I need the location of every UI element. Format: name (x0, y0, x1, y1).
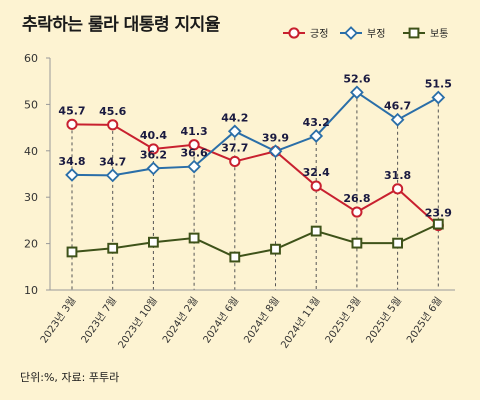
x-tick-label-8: 2025년 5월 (364, 295, 404, 346)
x-tick-label-1: 2023년 7월 (79, 295, 119, 346)
point-긍정-8 (392, 183, 404, 195)
data-label-긍정-7: 26.8 (343, 192, 370, 205)
data-label-긍정-5: 39.9 (262, 131, 289, 144)
data-label-긍정-4: 37.7 (221, 141, 248, 154)
point-긍정-2 (147, 143, 159, 155)
legend-marker-긍정 (288, 27, 300, 39)
x-tick-label-5: 2024년 8월 (242, 295, 282, 346)
series-group (65, 85, 446, 263)
data-label-부정-4: 44.2 (221, 111, 248, 124)
point-보통-1 (107, 242, 119, 254)
y-tick-label-30: 30 (24, 191, 38, 204)
data-label-부정-1: 34.7 (99, 155, 126, 168)
legend-marker-보통 (408, 27, 420, 39)
data-labels: 45.7 34.8 45.6 34.7 40.4 36.2 41.3 36.6 37.7 44.2… (58, 72, 451, 219)
legend: 긍정 부정 보통 (283, 26, 448, 40)
y-axis: 10 20 30 40 50 60 (24, 52, 51, 297)
series-line-긍정 (71, 123, 439, 227)
data-label-긍정-3: 41.3 (181, 125, 208, 138)
x-tick-label-3: 2024년 2월 (160, 295, 200, 346)
data-label-긍정-8: 31.8 (384, 169, 411, 182)
point-부정-5 (268, 144, 283, 159)
data-label-긍정-6: 32.4 (303, 166, 330, 179)
data-label-부정-2: 36.2 (140, 148, 167, 161)
point-긍정-0 (66, 118, 78, 130)
y-tick-label-10: 10 (24, 284, 38, 297)
data-label-부정-7: 52.6 (343, 72, 370, 85)
x-tick-label-6: 2024년 11월 (279, 295, 323, 351)
point-보통-2 (148, 236, 159, 248)
point-긍정-6 (310, 180, 322, 192)
point-부정-4 (227, 124, 242, 139)
point-보통-9 (432, 218, 444, 230)
point-부정-0 (65, 168, 79, 182)
point-긍정-3 (188, 139, 200, 151)
point-긍정-1 (107, 119, 119, 131)
source-note: 단위:%, 자료: 푸투라 (20, 371, 120, 384)
y-tick-label-20: 20 (24, 238, 38, 251)
legend-label-부정: 부정 (367, 28, 385, 40)
x-tick-label-7: 2025년 3월 (323, 295, 363, 346)
data-label-부정-3: 36.6 (181, 147, 208, 160)
legend-label-보통: 보통 (430, 28, 448, 40)
data-label-부정-6: 43.2 (303, 116, 330, 129)
series-line-부정 (71, 91, 439, 177)
data-label-긍정-9: 23.9 (425, 207, 452, 220)
legend-marker-부정 (344, 26, 358, 40)
y-tick-label-40: 40 (24, 145, 38, 158)
point-보통-8 (392, 237, 404, 249)
point-부정-1 (105, 168, 120, 183)
point-보통-3 (188, 232, 200, 244)
y-tick-label-50: 50 (24, 98, 38, 111)
drop-lines (71, 92, 439, 290)
x-tick-label-2: 2023년 10월 (116, 295, 160, 351)
point-보통-7 (351, 237, 363, 249)
point-보통-0 (66, 246, 78, 258)
point-부정-2 (146, 161, 161, 176)
point-보통-4 (229, 251, 241, 263)
data-label-긍정-0: 45.7 (58, 104, 85, 117)
point-보통-6 (310, 225, 322, 237)
point-부정-6 (309, 129, 324, 143)
x-tick-label-9: 2025년 6월 (404, 295, 444, 346)
point-부정-3 (187, 159, 201, 174)
x-tick-label-0: 2023년 3월 (38, 295, 78, 346)
point-부정-8 (390, 112, 405, 127)
point-긍정-7 (351, 206, 363, 218)
series-line-보통 (71, 223, 439, 259)
data-label-부정-0: 34.8 (58, 155, 85, 168)
x-tick-label-4: 2024년 6월 (201, 295, 241, 346)
data-label-부정-8: 46.7 (384, 100, 411, 113)
legend-label-긍정: 긍정 (310, 28, 328, 40)
data-label-부정-9: 51.5 (425, 77, 452, 90)
chart-title: 추락하는 룰라 대통령 지지율 (22, 15, 220, 35)
data-label-긍정-1: 45.6 (99, 105, 126, 118)
point-긍정-4 (229, 155, 241, 168)
point-부정-7 (350, 85, 364, 100)
point-부정-9 (431, 90, 446, 105)
data-label-긍정-2: 40.4 (140, 129, 167, 142)
y-tick-label-60: 60 (24, 52, 38, 65)
point-보통-5 (270, 243, 281, 255)
